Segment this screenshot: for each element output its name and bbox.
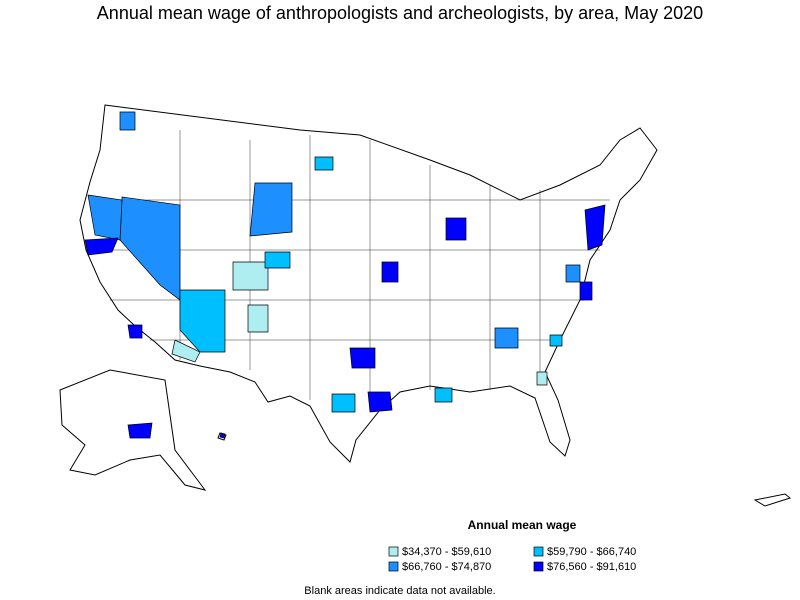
area-carolina [549, 334, 563, 347]
legend-label: $34,370 - $59,610 [402, 546, 491, 558]
area-los-angeles [127, 324, 143, 339]
area-washington-dc [579, 281, 593, 301]
area-chicago [445, 217, 467, 241]
legend-swatch [533, 561, 544, 572]
area-arizona [179, 289, 226, 353]
area-denver [264, 251, 291, 269]
contiguous-us [79, 104, 658, 463]
area-montana [314, 156, 334, 171]
area-gulf [434, 387, 453, 403]
map [59, 104, 792, 507]
area-washington [119, 111, 136, 131]
area-colorado [232, 261, 269, 291]
area-wyoming [249, 182, 293, 237]
area-bay-area [84, 237, 119, 256]
area-florida [536, 371, 548, 386]
legend-swatch [533, 546, 544, 557]
area-kansas-city [381, 261, 399, 283]
puerto-rico [753, 493, 792, 507]
map-title: Annual mean wage of anthropologists and … [97, 3, 703, 23]
area-northern-california [87, 194, 123, 241]
legend-label: $76,560 - $91,610 [547, 561, 636, 573]
legend-label: $66,760 - $74,870 [402, 561, 491, 573]
area-austin [331, 393, 356, 413]
area-alaska-anchorage [127, 422, 153, 439]
legend: Annual mean wage $34,370 - $59,610 $59,79… [388, 518, 636, 573]
legend-title: Annual mean wage [468, 518, 577, 532]
area-southern-arizona [171, 339, 201, 363]
legend-label: $59,790 - $66,740 [547, 546, 636, 558]
area-virginia [565, 264, 581, 283]
area-atlanta [494, 327, 519, 349]
area-honolulu [219, 432, 226, 439]
area-new-york [584, 204, 606, 251]
legend-swatch [388, 546, 399, 557]
area-houston [367, 391, 393, 413]
area-dallas [349, 347, 376, 369]
legend-swatch [388, 561, 399, 572]
footnote: Blank areas indicate data not available. [304, 585, 495, 597]
area-new-mexico [247, 304, 269, 333]
